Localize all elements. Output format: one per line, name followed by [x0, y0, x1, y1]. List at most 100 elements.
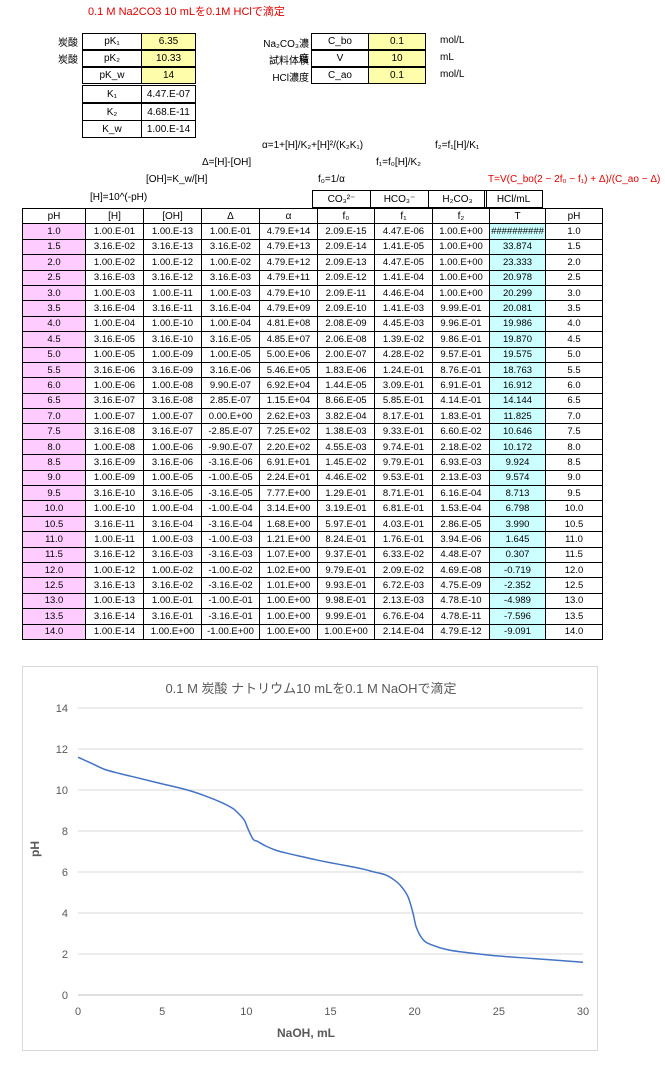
table-cell: 1.00.E-02: [143, 561, 202, 579]
table-cell: 3.0: [22, 284, 86, 302]
column-header: [OH]: [143, 207, 202, 225]
table-cell: 0.307: [489, 546, 546, 563]
table-cell: 3.16.E-09: [85, 454, 144, 471]
formula-f1: f₁=f₀[H]/K₂: [376, 157, 422, 168]
table-cell: 3.16.E-11: [143, 300, 202, 317]
column-header: T: [489, 207, 546, 225]
constant-name: K₂: [82, 103, 142, 121]
table-cell: -3.16.E-01: [201, 608, 260, 625]
table-cell: 1.5: [545, 238, 603, 256]
table-cell: 1.00.E-11: [143, 284, 202, 302]
table-cell: 5.00.E+06: [259, 346, 318, 363]
table-cell: 5.97.E-01: [317, 515, 375, 533]
table-cell: 6.76.E-04: [374, 608, 433, 625]
table-row: 9.0 1.00.E-09 1.00.E-05 -1.00.E-05 2.24.E+01…: [22, 469, 603, 487]
table-cell: 3.16.E-04: [85, 300, 144, 317]
table-cell: 6.60.E-02: [432, 423, 490, 440]
table-cell: 3.16.E-04: [201, 300, 260, 317]
table-cell: -2.85.E-07: [201, 423, 260, 440]
table-cell: 12.5: [545, 577, 603, 594]
table-cell: 4.5: [22, 331, 86, 348]
formula-oh: [OH]=K_w/[H]: [146, 174, 208, 185]
table-cell: 4.28.E-02: [374, 346, 433, 363]
table-cell: 1.41.E-05: [374, 238, 433, 256]
table-cell: 4.85.E+07: [259, 331, 318, 348]
x-tick-label: 25: [493, 1006, 505, 1018]
table-cell: 2.0: [22, 254, 86, 271]
table-cell: 2.0: [545, 254, 603, 271]
table-cell: 9.79.E-01: [374, 454, 433, 471]
table-cell: 4.46.E-02: [317, 469, 375, 487]
table-cell: 2.5: [545, 269, 603, 286]
table-cell: 8.17.E-01: [374, 408, 433, 425]
table-cell: 9.90.E-07: [201, 377, 260, 394]
constant-value: 1.00.E-14: [141, 120, 196, 138]
table-row: 3.5 3.16.E-04 3.16.E-11 3.16.E-04 4.79.E+09 2…: [22, 300, 603, 317]
table-cell: 9.0: [545, 469, 603, 487]
table-cell: 10.0: [545, 500, 603, 517]
table-cell: 6.33.E-02: [374, 546, 433, 563]
table-cell: 9.37.E-01: [317, 546, 375, 563]
table-cell: 2.09.E-10: [317, 300, 375, 317]
table-cell: 9.99.E-01: [317, 608, 375, 625]
x-tick-label: 5: [159, 1006, 165, 1018]
param-unit: mol/L: [440, 35, 465, 46]
table-cell: 9.74.E-01: [374, 438, 433, 456]
table-cell: 6.798: [489, 500, 546, 517]
table-cell: 10.5: [545, 515, 603, 533]
table-cell: 1.00.E-07: [143, 408, 202, 425]
table-row: 13.5 3.16.E-14 3.16.E-01 -3.16.E-01 1.00.E+0…: [22, 608, 603, 625]
table-cell: 1.53.E-04: [432, 500, 490, 517]
table-cell: 6.5: [22, 392, 86, 410]
table-cell: 6.91.E+01: [259, 454, 318, 471]
table-cell: 3.16.E-05: [85, 331, 144, 348]
table-cell: 6.91.E-01: [432, 377, 490, 394]
constant-name: K₁: [82, 85, 142, 103]
table-cell: 1.00.E+00: [432, 284, 490, 302]
table-cell: 10.0: [22, 500, 86, 517]
table-cell: 1.00.E-07: [85, 408, 144, 425]
table-cell: 2.24.E+01: [259, 469, 318, 487]
table-cell: 4.79.E+10: [259, 284, 318, 302]
table-cell: 7.77.E+00: [259, 485, 318, 502]
table-cell: 3.16.E-05: [201, 331, 260, 348]
table-cell: 9.98.E-01: [317, 592, 375, 610]
table-cell: 1.0: [545, 223, 603, 240]
table-cell: -3.16.E-02: [201, 577, 260, 594]
x-tick-label: 30: [577, 1006, 589, 1018]
table-cell: 6.93.E-03: [432, 454, 490, 471]
table-cell: 8.76.E-01: [432, 361, 490, 379]
species-header: HCl/mL: [484, 190, 543, 208]
y-tick-label: 12: [56, 744, 68, 756]
table-row: 2.0 1.00.E-02 1.00.E-12 1.00.E-02 4.79.E+12 2…: [22, 254, 603, 271]
table-cell: 1.00.E-04: [85, 315, 144, 333]
table-row: 5.5 3.16.E-06 3.16.E-09 3.16.E-06 5.46.E+05 1…: [22, 361, 603, 379]
column-header: f₁: [374, 207, 433, 225]
table-cell: 2.20.E+02: [259, 438, 318, 456]
table-row: 12.0 1.00.E-12 1.00.E-02 -1.00.E-02 1.02.E+0…: [22, 561, 603, 579]
table-cell: 8.0: [22, 438, 86, 456]
param-label: HCl濃度: [272, 73, 309, 84]
table-cell: 33.874: [489, 238, 546, 256]
table-cell: 2.85.E-07: [201, 392, 260, 410]
table-cell: 1.0: [22, 223, 86, 240]
table-cell: 2.18.E-02: [432, 438, 490, 456]
table-row: 10.5 3.16.E-11 3.16.E-04 -3.16.E-04 1.68.E+0…: [22, 515, 603, 533]
table-cell: 1.00.E-08: [143, 377, 202, 394]
table-cell: 7.5: [22, 423, 86, 440]
table-cell: 2.09.E-12: [317, 269, 375, 286]
table-cell: 3.16.E-07: [85, 392, 144, 410]
table-cell: 4.78.E-11: [432, 608, 490, 625]
table-cell: 6.5: [545, 392, 603, 410]
table-cell: 5.5: [22, 361, 86, 379]
table-cell: 6.72.E-03: [374, 577, 433, 594]
table-cell: 4.79.E+12: [259, 254, 318, 271]
table-cell: -3.16.E-06: [201, 454, 260, 471]
table-cell: 1.83.E-01: [432, 408, 490, 425]
table-cell: 11.0: [545, 531, 603, 548]
y-tick-label: 14: [56, 703, 68, 715]
table-cell: 3.16.E-12: [85, 546, 144, 563]
constant-name: pK_w: [82, 67, 142, 84]
table-cell: 11.5: [22, 546, 86, 563]
constant-name: pK₂: [82, 50, 142, 67]
